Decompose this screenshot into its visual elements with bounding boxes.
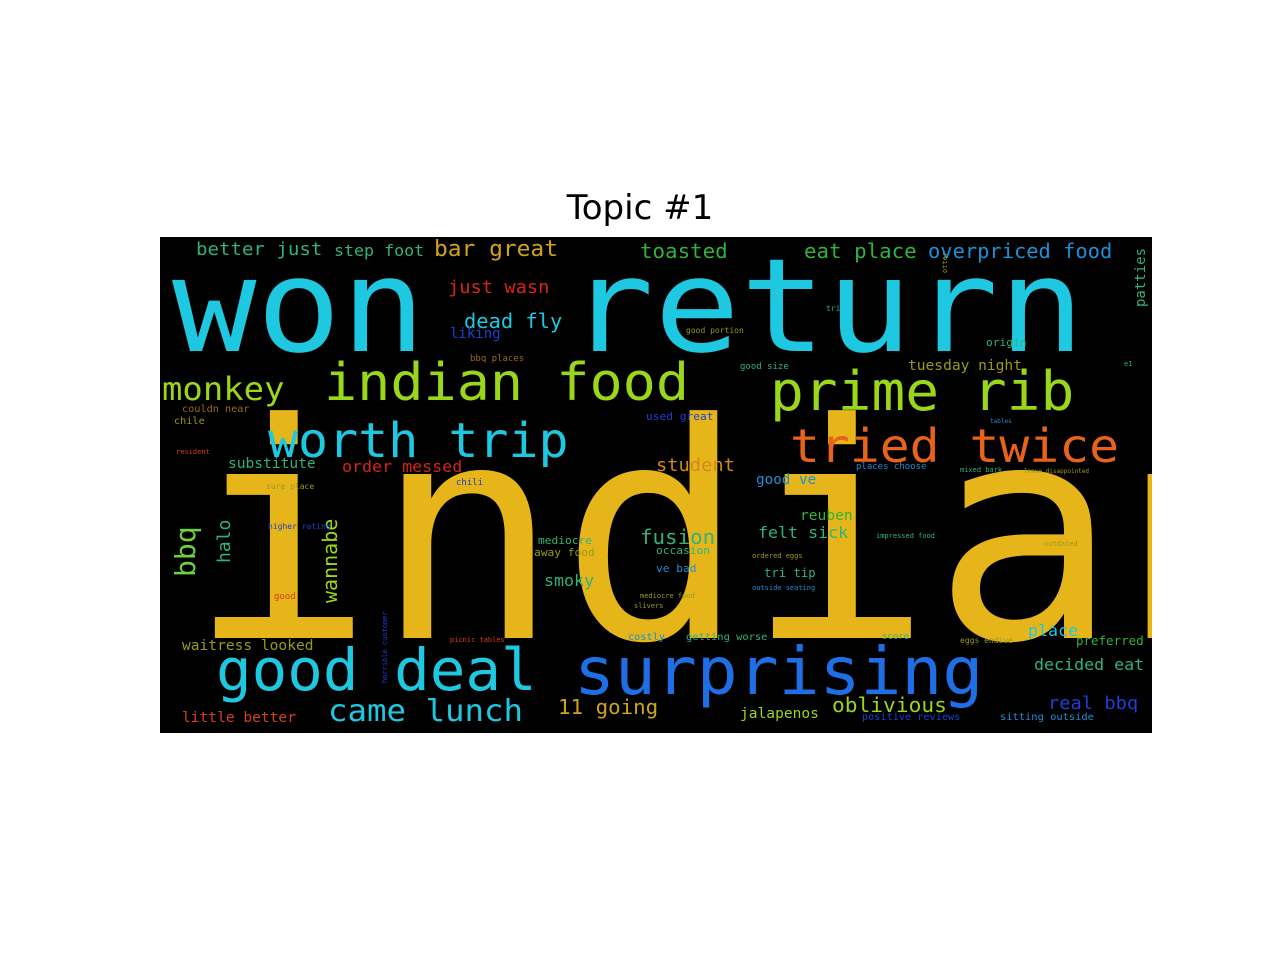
cloud-word: wannabe bbox=[318, 518, 342, 603]
cloud-word: chile bbox=[174, 416, 205, 427]
cloud-word: leave disappointed bbox=[1024, 468, 1090, 475]
cloud-word: occasion bbox=[656, 544, 711, 557]
cloud-word: monkey bbox=[162, 370, 285, 408]
cloud-word: step foot bbox=[334, 241, 425, 260]
cloud-word: place bbox=[1028, 621, 1079, 640]
cloud-word: just wasn bbox=[448, 277, 550, 298]
cloud-word: used great bbox=[646, 410, 714, 423]
cloud-word: sitting outside bbox=[1000, 712, 1094, 723]
cloud-word: ordered eggs bbox=[752, 552, 803, 560]
cloud-word: origin bbox=[986, 336, 1027, 349]
cloud-word: real bbq bbox=[1048, 693, 1139, 714]
cloud-word: mediocre food bbox=[640, 592, 695, 600]
cloud-word: worth trip bbox=[268, 413, 569, 469]
cloud-word: getting worse bbox=[686, 632, 768, 643]
cloud-word: e1 bbox=[1124, 360, 1133, 368]
cloud-word: otter bbox=[941, 251, 949, 273]
cloud-word: jalapenos bbox=[740, 706, 819, 722]
cloud-word: chili bbox=[456, 478, 484, 488]
cloud-word: toasted bbox=[640, 239, 728, 263]
cloud-word: bbq places bbox=[470, 354, 525, 364]
cloud-word: sure place bbox=[266, 482, 315, 491]
cloud-word: good deal bbox=[216, 636, 537, 704]
cloud-word: picnic tables bbox=[450, 636, 505, 644]
cloud-word: overpriced food bbox=[928, 239, 1113, 263]
cloud-word: won bbox=[172, 237, 426, 382]
cloud-word: mediocre bbox=[538, 534, 593, 547]
cloud-word: fusion bbox=[640, 525, 716, 549]
cloud-word: came lunch bbox=[328, 694, 524, 729]
cloud-word: preferred bbox=[1076, 634, 1144, 648]
cloud-word: smoky bbox=[544, 571, 595, 590]
word-cloud: indianwon return surprising indian food prim… bbox=[160, 237, 1152, 733]
cloud-word: prime rib bbox=[770, 360, 1075, 423]
cloud-word: couldn near bbox=[182, 404, 250, 415]
cloud-word: horrible customer bbox=[381, 611, 389, 683]
cloud-word: score bbox=[882, 632, 910, 642]
cloud-word: indian food bbox=[324, 353, 690, 413]
cloud-word: tri tip bbox=[764, 566, 816, 580]
cloud-word: 11 going bbox=[558, 695, 659, 719]
cloud-word: reuben bbox=[800, 508, 853, 524]
cloud-word: good ve bbox=[756, 472, 817, 488]
cloud-word: tables bbox=[990, 418, 1012, 425]
cloud-word: tried twice bbox=[790, 419, 1120, 473]
cloud-word: substitute bbox=[228, 456, 316, 472]
cloud-word: resident bbox=[176, 448, 210, 456]
cloud-word: better just bbox=[196, 239, 323, 260]
cloud-word: tuesday night bbox=[908, 358, 1022, 374]
cloud-word: good portion bbox=[686, 326, 744, 335]
cloud-word: dead fly bbox=[464, 309, 563, 333]
cloud-word: places choose bbox=[856, 462, 927, 472]
cloud-word: costly bbox=[628, 632, 665, 643]
cloud-word: indian bbox=[188, 360, 1152, 709]
cloud-word: ve bad bbox=[656, 562, 697, 575]
cloud-word: order messed bbox=[342, 457, 463, 476]
cloud-word: eat place bbox=[804, 239, 917, 263]
cloud-word: decided eat bbox=[1034, 655, 1145, 674]
cloud-word: impressed food bbox=[876, 532, 936, 540]
cloud-word: little better bbox=[182, 710, 296, 726]
cloud-word: slivers bbox=[634, 602, 664, 610]
cloud-word: higher rating bbox=[268, 522, 331, 531]
chart-title: Topic #1 bbox=[566, 188, 714, 228]
cloud-word: liking bbox=[450, 326, 501, 342]
cloud-word: good size bbox=[740, 362, 789, 372]
cloud-word: patties bbox=[1133, 247, 1149, 307]
cloud-word: halo bbox=[214, 519, 235, 563]
cloud-word: return bbox=[568, 237, 1085, 382]
cloud-word: eggs endive bbox=[960, 636, 1013, 645]
cloud-word: surprising bbox=[574, 633, 984, 710]
cloud-word: bar great bbox=[434, 237, 558, 262]
cloud-word: outdated bbox=[1044, 540, 1078, 548]
cloud-word: outside seating bbox=[752, 584, 816, 592]
cloud-word: mixed bark bbox=[960, 466, 1003, 474]
cloud-word: away food bbox=[534, 546, 595, 559]
cloud-word: positive reviews bbox=[862, 712, 961, 723]
cloud-word: good bbox=[274, 592, 296, 602]
cloud-word: student bbox=[656, 455, 735, 476]
cloud-word: felt sick bbox=[758, 523, 849, 542]
cloud-word: bbq bbox=[169, 526, 202, 577]
cloud-word: tri bbox=[826, 304, 841, 313]
cloud-word: waitress looked bbox=[182, 638, 314, 654]
cloud-word: oblivious bbox=[832, 693, 947, 717]
